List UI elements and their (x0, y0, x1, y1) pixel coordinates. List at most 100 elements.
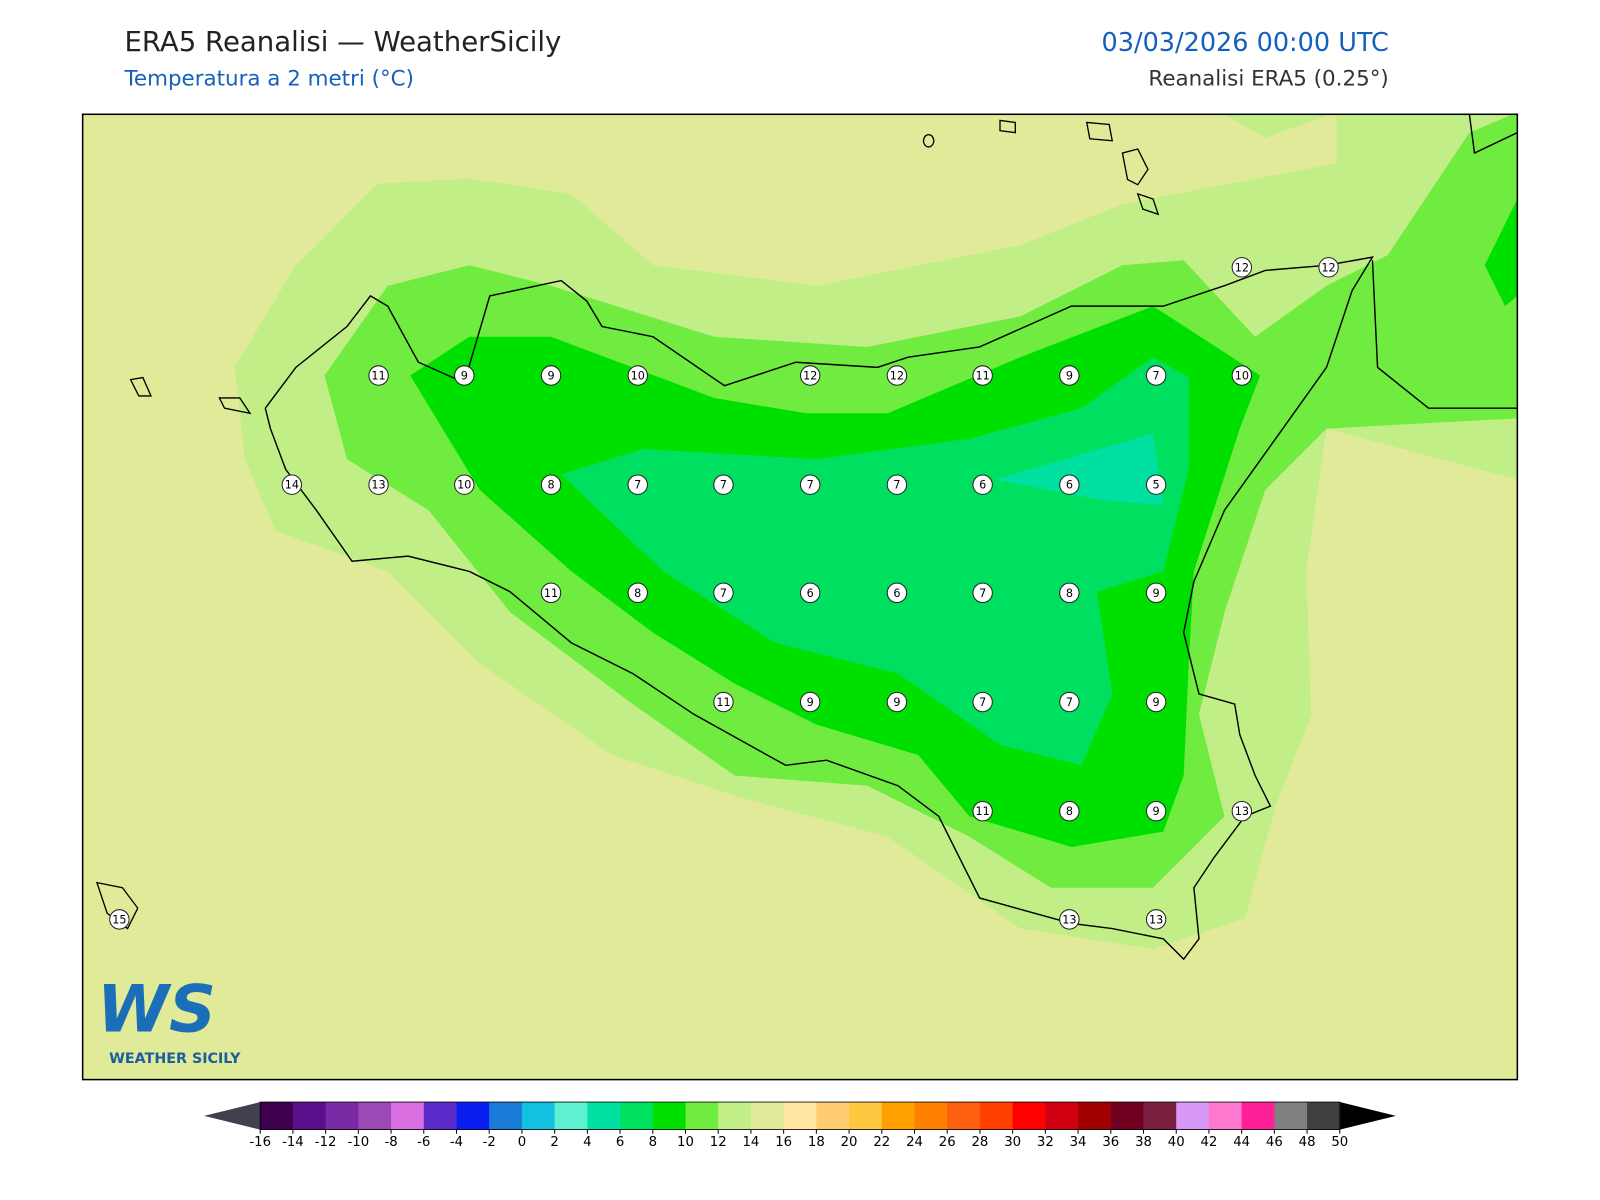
stations: 12 12 11 9 9 10 12 12 11 9 7 10 14 13 10 8 7 7 7 7 6 6 5 11 8 7 6 6… (109, 257, 1339, 930)
station-marker (972, 801, 993, 822)
colorbar-frame (259, 1101, 1341, 1130)
station-value: 9 (807, 696, 814, 709)
station-value: 11 (371, 370, 385, 383)
colorbar-label: 30 (1004, 1135, 1021, 1150)
station-value: 9 (1153, 587, 1160, 600)
station-marker (886, 691, 908, 713)
station-value: 15 (112, 913, 126, 926)
colorbar-label: 8 (649, 1135, 657, 1150)
colorbar-swatch (1307, 1102, 1341, 1130)
colorbar-label: -4 (450, 1135, 463, 1150)
subtitle: Temperatura a 2 metri (°C) (123, 67, 413, 92)
colorbar-swatch (587, 1102, 621, 1130)
station-marker (886, 474, 908, 495)
station-value: 5 (1153, 479, 1160, 492)
contour (561, 357, 1189, 766)
station-marker (800, 474, 821, 495)
colorbar-swatch (1110, 1102, 1145, 1130)
station-marker (713, 582, 734, 604)
colorbar-label: 20 (841, 1135, 858, 1150)
colorbar-swatch (652, 1102, 687, 1130)
colorbar-label: 36 (1102, 1135, 1119, 1150)
station-value: 9 (1153, 696, 1160, 709)
colorbar-swatch (783, 1102, 817, 1130)
source: Reanalisi ERA5 (0.25°) (1148, 67, 1388, 92)
colorbar-label: 32 (1037, 1135, 1054, 1150)
station-marker (1145, 909, 1167, 930)
station-marker (972, 691, 993, 713)
colorbar-label: 2 (550, 1135, 558, 1150)
station-value: 11 (544, 587, 558, 600)
station-value: 12 (890, 370, 904, 383)
station-marker (368, 474, 389, 495)
contour (994, 433, 1164, 506)
colorbar-label: 16 (775, 1135, 792, 1150)
colorbar-swatch (718, 1102, 752, 1130)
station-marker (627, 474, 648, 495)
colorbar-swatch (260, 1102, 294, 1130)
station-marker (800, 365, 821, 386)
station-value: 8 (1066, 587, 1073, 600)
colorbar-swatch (1012, 1102, 1046, 1130)
station-value: 10 (631, 370, 645, 383)
colorbar-swatch (456, 1102, 490, 1130)
island (95, 119, 1160, 930)
colorbar-label: -10 (348, 1135, 370, 1150)
map-frame (81, 113, 1519, 1081)
colorbar-label: 40 (1168, 1135, 1185, 1150)
coastline (264, 114, 1518, 961)
colorbar-swatch (816, 1102, 850, 1130)
colorbar-swatch (979, 1102, 1014, 1130)
station-marker (1145, 691, 1167, 713)
colorbar-swatch (620, 1102, 654, 1130)
map: 12 12 11 9 9 10 12 12 11 9 7 10 14 13 10 8 7 7 7 7 6 6 5 11 8 7 6 6… (82, 114, 1518, 1080)
colorbar-label: 12 (710, 1135, 727, 1150)
colorbar-label: 48 (1299, 1135, 1316, 1150)
station-marker (1059, 691, 1080, 713)
station-value: 7 (893, 479, 900, 492)
colorbar-label: 24 (906, 1135, 923, 1150)
station-value: 11 (716, 696, 730, 709)
station-value: 10 (1235, 370, 1249, 383)
logo: WS WEATHER SICILY (97, 971, 241, 1067)
station-marker (368, 365, 389, 386)
colorbar-label: 26 (939, 1135, 956, 1150)
colorbar-label: 22 (873, 1135, 890, 1150)
colorbar-swatch (391, 1102, 425, 1130)
colorbar: -16 -14 -12 -10 -8 -6 -4 -2 0 2 4 6 8 10 12 14 16 18 20 22 2… (204, 1101, 1396, 1150)
station-marker (886, 582, 908, 604)
colorbar-swatch (358, 1102, 392, 1130)
station-marker (1059, 582, 1080, 604)
station-value: 7 (979, 587, 986, 600)
station-value: 7 (1153, 370, 1160, 383)
station-marker (886, 365, 908, 386)
station-marker (454, 474, 475, 495)
colorbar-swatch (750, 1102, 785, 1130)
station-marker (1231, 257, 1253, 278)
station-marker (1059, 801, 1080, 822)
station-value: 9 (461, 370, 468, 383)
station-value: 6 (979, 479, 986, 492)
colorbar-label: -2 (483, 1135, 496, 1150)
station-value: 8 (1066, 805, 1073, 818)
station-value: 13 (1235, 805, 1249, 818)
station-marker (800, 582, 821, 604)
station-marker (1145, 474, 1167, 495)
station-marker (627, 582, 648, 604)
station-marker (1145, 365, 1167, 386)
station-marker (972, 474, 993, 495)
colorbar-label: -8 (384, 1135, 397, 1150)
station-value: 13 (1062, 913, 1076, 926)
station-marker (1231, 801, 1253, 822)
station-marker (627, 365, 648, 386)
station-value: 7 (979, 696, 986, 709)
colorbar-swatch (947, 1102, 981, 1130)
colorbar-swatch (1045, 1102, 1079, 1130)
colorbar-label: 38 (1135, 1135, 1152, 1150)
station-value: 7 (1066, 696, 1073, 709)
station-marker (1059, 474, 1080, 495)
colorbar-label: 10 (677, 1135, 694, 1150)
station-value: 6 (807, 587, 814, 600)
